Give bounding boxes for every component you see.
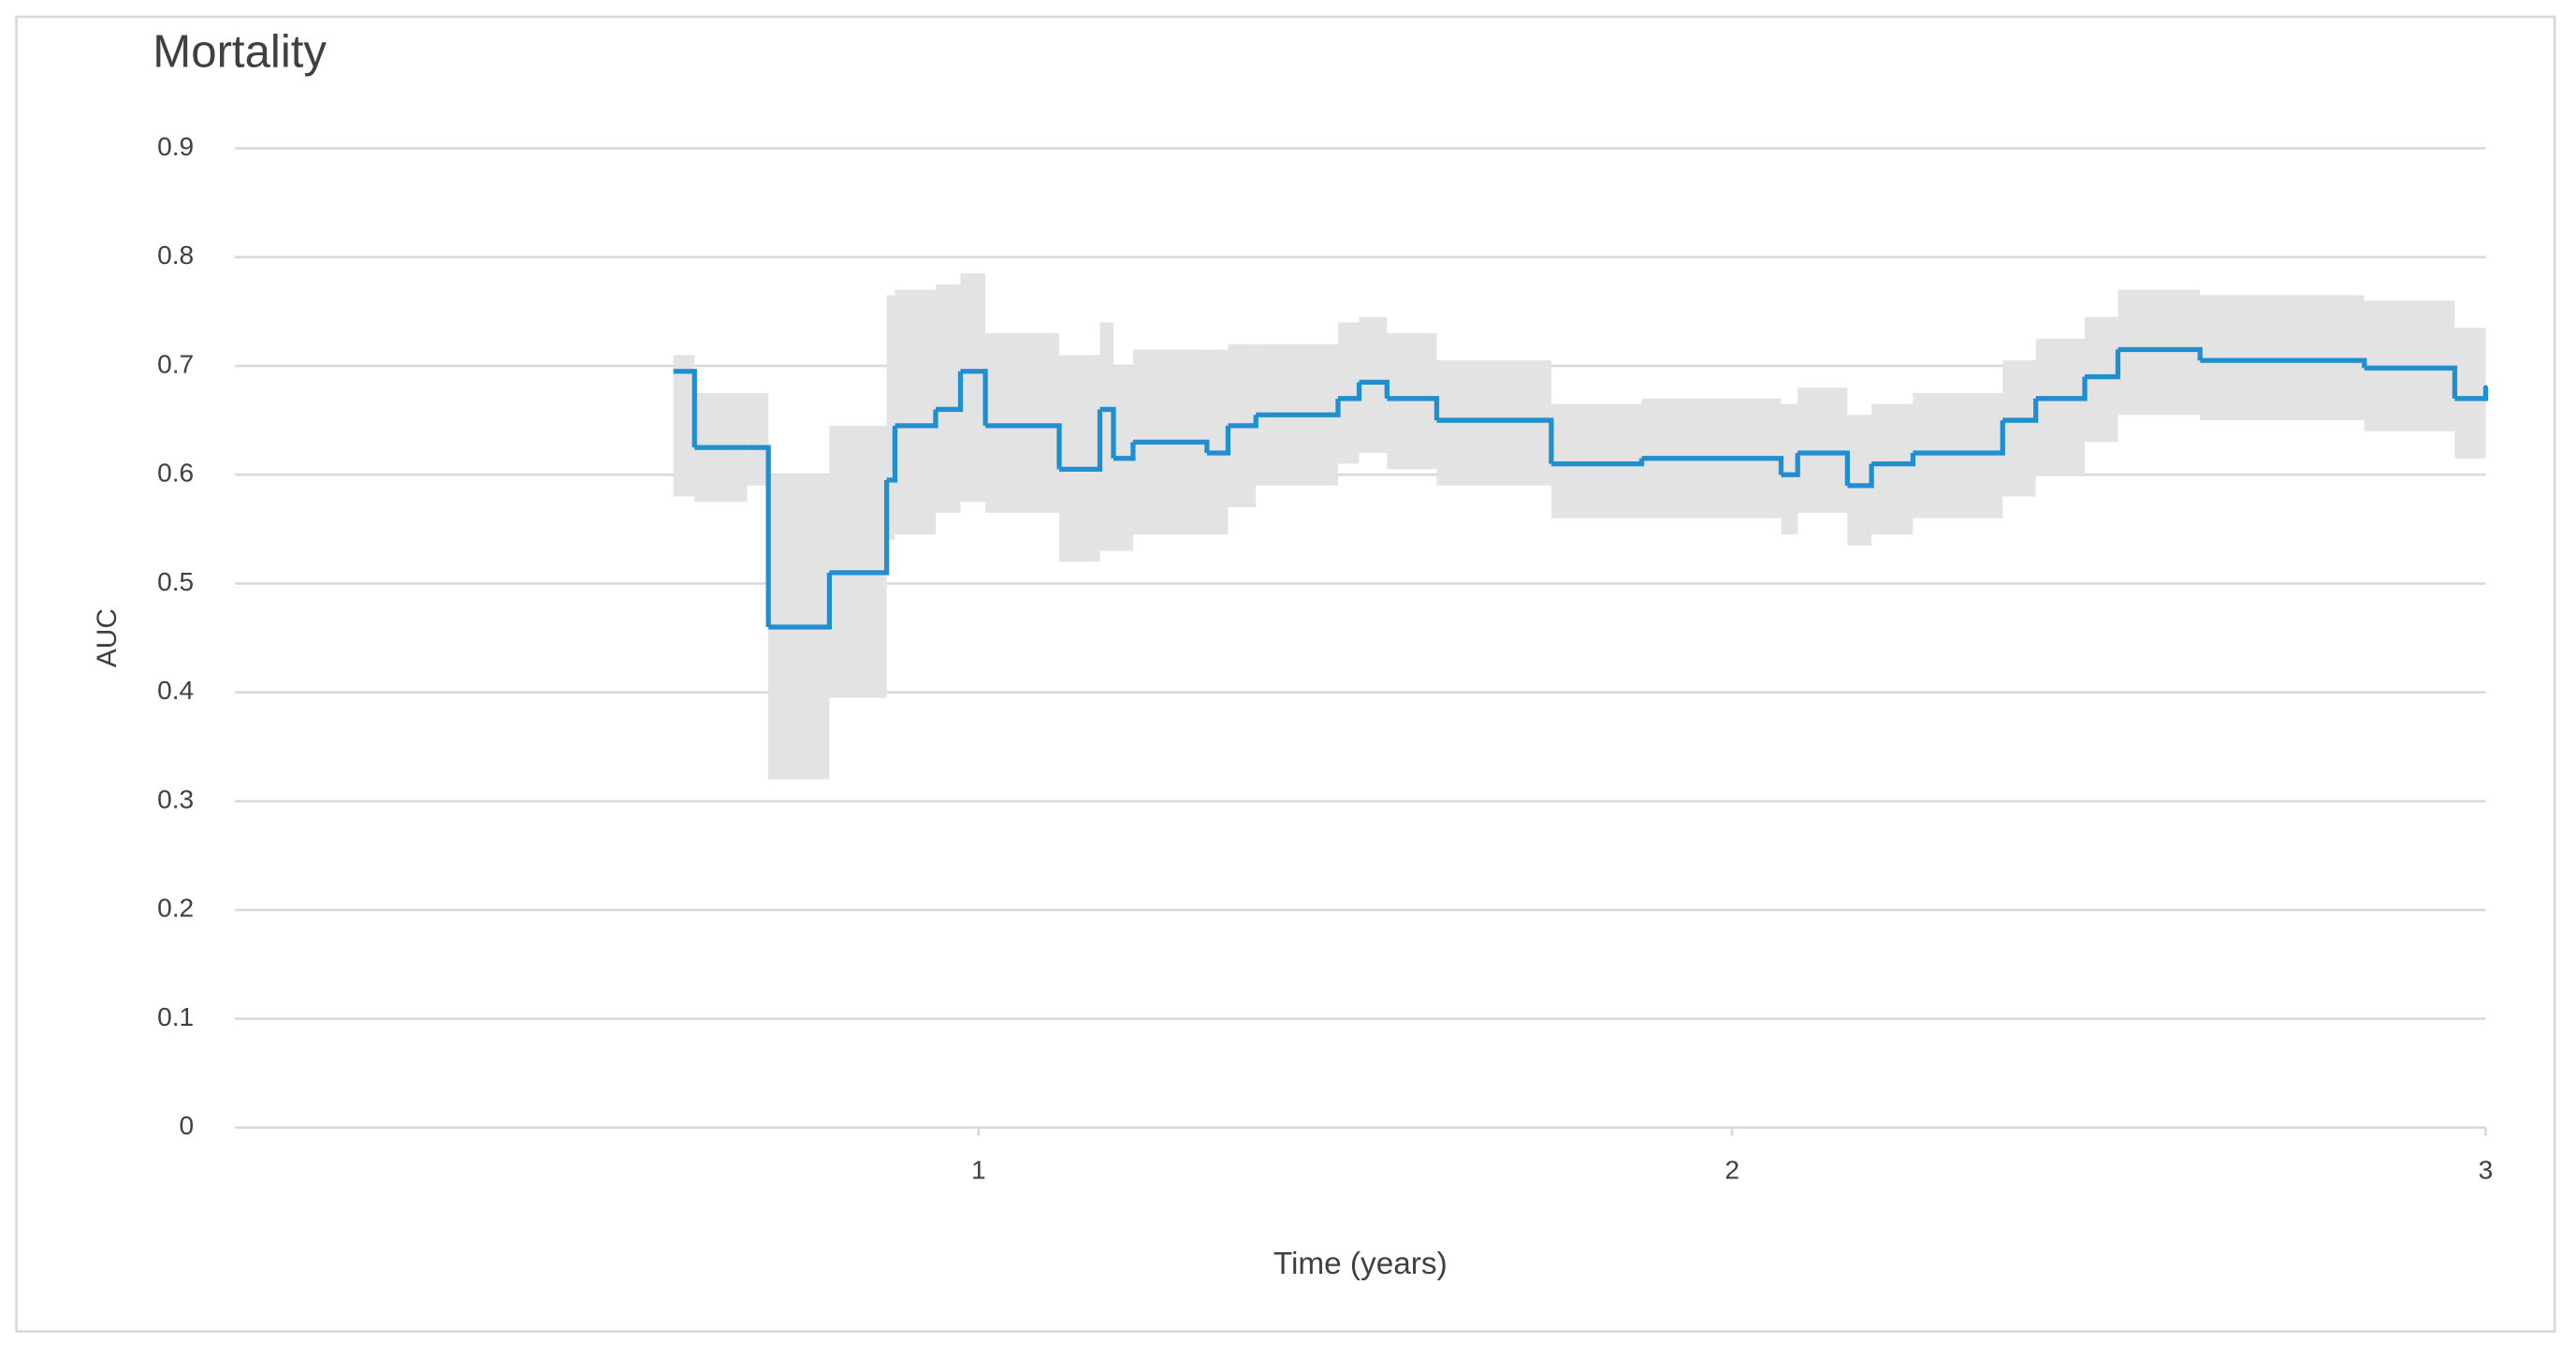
step-line — [1781, 452, 1800, 477]
step-line — [768, 572, 833, 630]
step-line — [2002, 398, 2039, 423]
step-line — [1550, 458, 1645, 467]
confidence-band — [1337, 322, 1360, 464]
step-line — [1641, 456, 1784, 475]
confidence-band — [1797, 387, 1848, 513]
x-tick-label: 3 — [2479, 1156, 2494, 1185]
step-line — [1797, 450, 1850, 486]
x-axis-label: Time (years) — [1273, 1247, 1448, 1281]
chart-frame — [15, 15, 2556, 1333]
step-line — [673, 369, 697, 448]
confidence-band — [2118, 289, 2201, 416]
step-line — [2364, 365, 2458, 399]
confidence-band — [1387, 333, 1437, 470]
step-line — [2035, 376, 2088, 402]
y-tick-label: 0.5 — [157, 567, 194, 596]
step-line — [1359, 379, 1390, 399]
confidence-band — [2085, 316, 2118, 443]
step-line — [960, 369, 988, 426]
step-line — [1099, 406, 1116, 459]
y-tick-label: 0.3 — [157, 784, 194, 813]
confidence-band — [1059, 355, 1100, 562]
step-line — [935, 371, 964, 413]
y-tick-label: 0.7 — [157, 349, 194, 378]
confidence-band — [2035, 338, 2086, 475]
confidence-band — [1099, 322, 1113, 551]
step-line — [1337, 382, 1362, 402]
step-line — [2200, 358, 2367, 369]
chart-title: Mortality — [153, 25, 327, 77]
step-line — [1436, 417, 1554, 464]
confidence-band — [1359, 316, 1388, 453]
y-tick-label: 0 — [180, 1111, 195, 1140]
step-line — [1871, 452, 1916, 467]
step-line — [1132, 439, 1210, 453]
confidence-band — [2002, 360, 2036, 497]
step-line — [2118, 346, 2203, 361]
y-tick-label: 0.9 — [157, 132, 194, 161]
confidence-band — [2200, 295, 2365, 421]
confidence-band — [895, 289, 936, 535]
confidence-band — [1550, 403, 1642, 518]
confidence-band — [1781, 403, 1798, 535]
confidence-band — [886, 295, 895, 540]
step-line — [1228, 415, 1259, 429]
step-line — [1206, 425, 1231, 456]
confidence-band — [1871, 403, 1914, 535]
step-line — [1059, 409, 1103, 473]
y-tick-label: 0.6 — [157, 459, 194, 488]
y-tick-label: 0.4 — [157, 676, 194, 705]
y-tick-label: 0.8 — [157, 241, 194, 270]
confidence-band — [829, 425, 887, 698]
confidence-band — [673, 355, 695, 497]
step-line — [886, 425, 898, 483]
step-line — [985, 423, 1062, 470]
step-line — [1913, 420, 2005, 456]
step-line — [747, 445, 771, 627]
step-line — [1847, 463, 1874, 489]
confidence-band — [1206, 349, 1229, 535]
confidence-band — [960, 273, 986, 503]
confidence-band — [935, 284, 961, 513]
y-tick-label: 0.2 — [157, 894, 194, 923]
step-end — [2482, 385, 2489, 390]
x-tick-label: 1 — [971, 1156, 986, 1185]
y-axis-label: AUC — [92, 608, 123, 667]
confidence-band — [747, 393, 769, 486]
step-line — [829, 480, 890, 576]
x-tick-label: 2 — [1725, 1156, 1739, 1185]
confidence-band — [2454, 328, 2486, 459]
step-line — [2085, 349, 2121, 380]
confidence-band — [985, 333, 1060, 513]
confidence-band — [1436, 360, 1551, 486]
step-line — [895, 409, 939, 429]
confidence-band — [1847, 415, 1872, 546]
y-tick-label: 0.1 — [157, 1002, 194, 1031]
step-line — [1387, 396, 1440, 421]
step-line — [1113, 442, 1136, 461]
step-line — [1256, 398, 1341, 417]
confidence-band — [1913, 393, 2003, 518]
step-line — [2454, 387, 2489, 402]
